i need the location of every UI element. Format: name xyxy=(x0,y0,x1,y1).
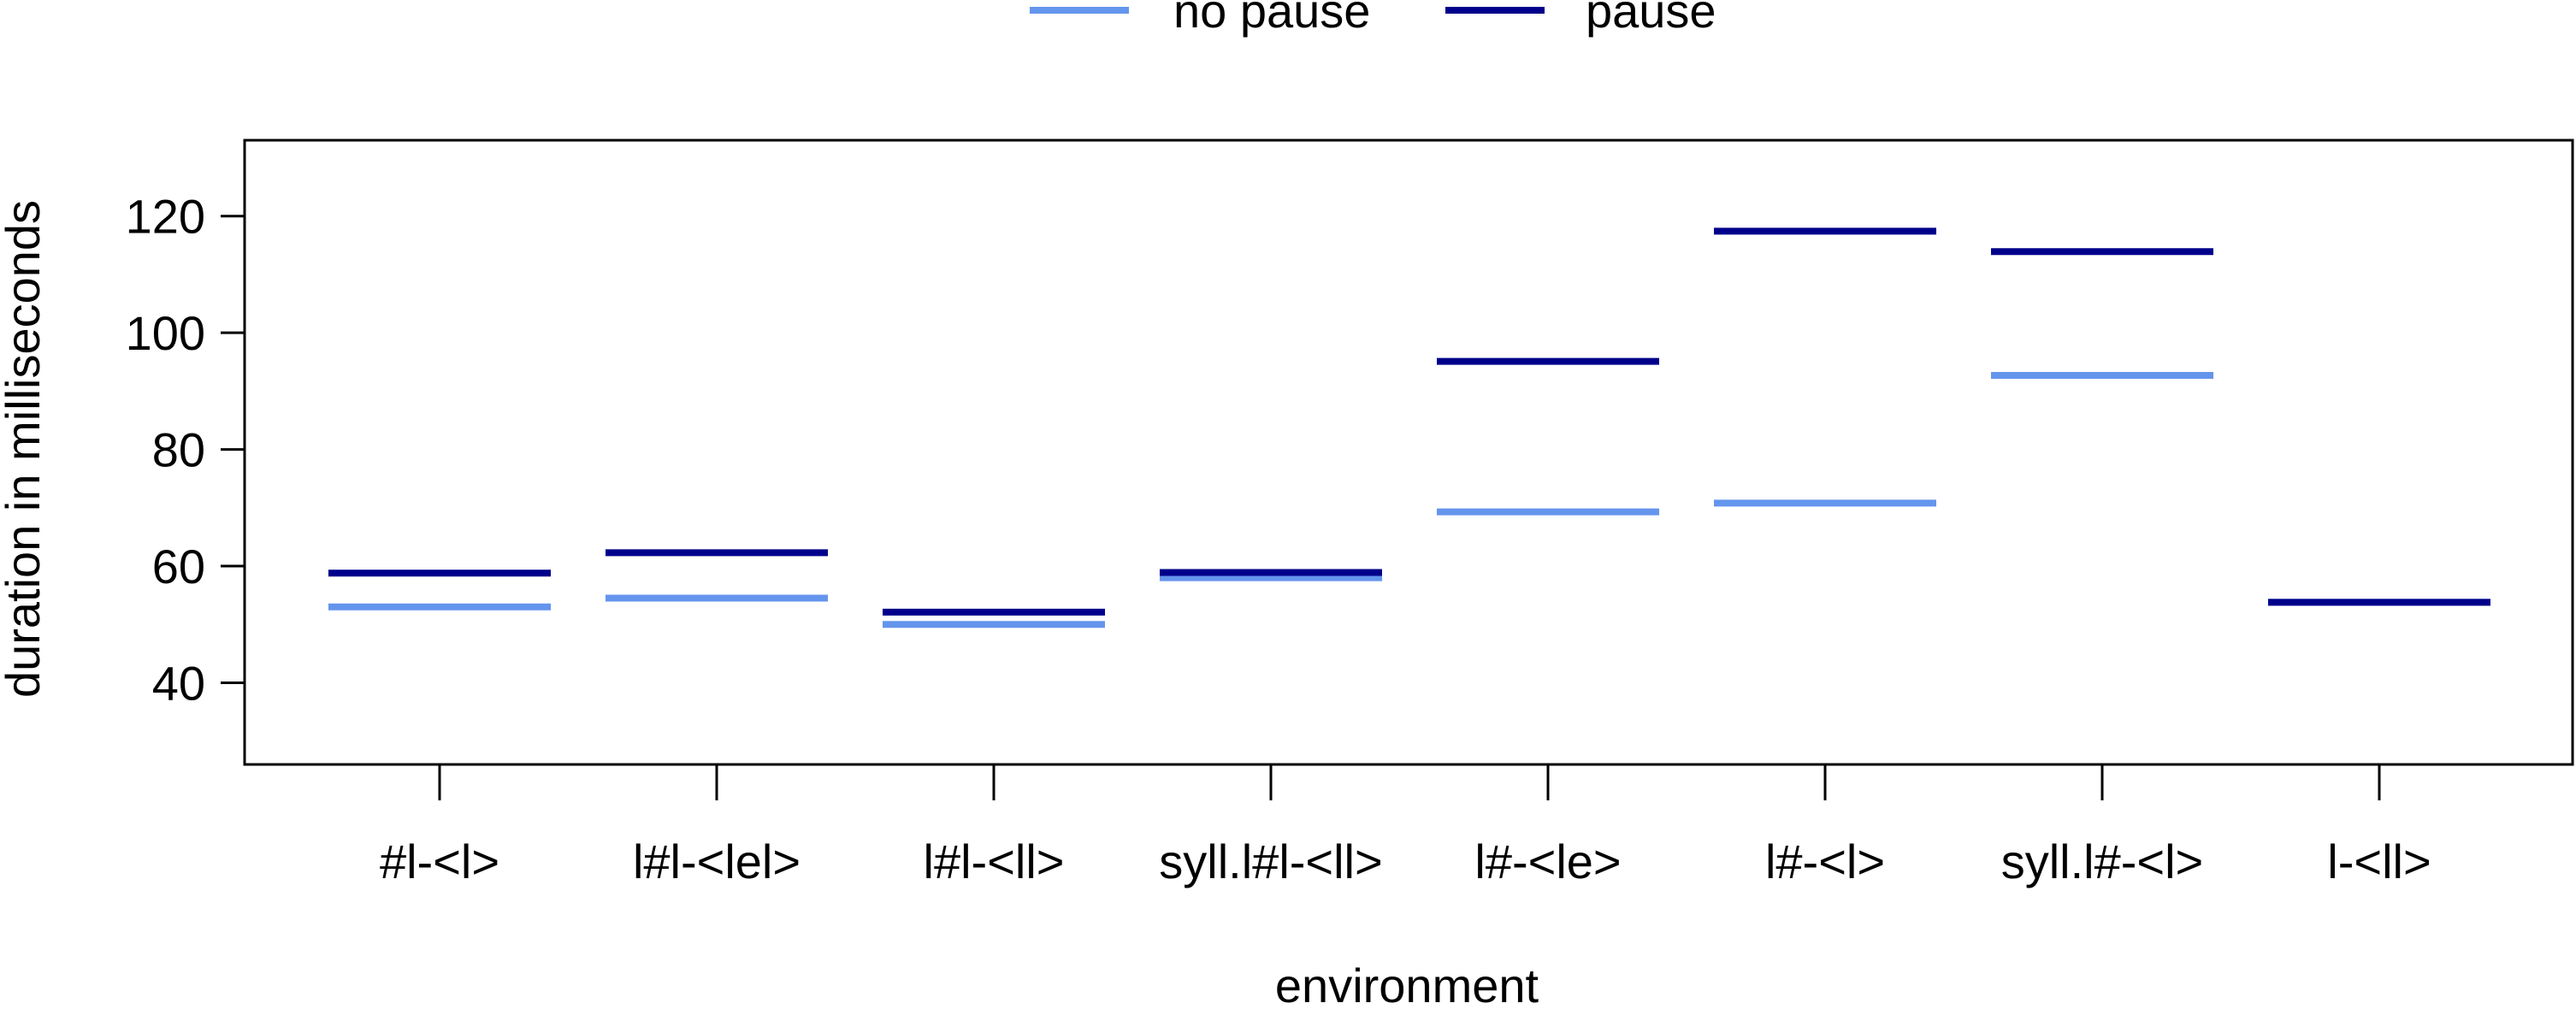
x-axis-title: environment xyxy=(1275,959,1539,1009)
x-tick-label: l#-<l> xyxy=(1765,835,1885,888)
y-tick-label: 40 xyxy=(152,656,205,710)
legend-label: pause xyxy=(1586,0,1716,38)
series-pause xyxy=(328,227,2490,616)
y-tick-label: 120 xyxy=(126,190,205,244)
series-layer xyxy=(328,227,2490,628)
x-tick-label: syll.l#l-<ll> xyxy=(1159,835,1382,888)
series-no-pause xyxy=(328,371,2490,628)
legend-label: no pause xyxy=(1173,0,1370,38)
plot-frame xyxy=(243,139,2574,766)
x-tick-label: l-<ll> xyxy=(2327,835,2431,888)
x-tick-label: #l-<l> xyxy=(380,835,499,888)
x-tick-label: l#-<le> xyxy=(1474,835,1621,888)
legend: no pause pause xyxy=(1030,0,1716,38)
y-axis-title: duration in milliseconds xyxy=(0,200,50,698)
y-tick-label: 60 xyxy=(152,540,205,593)
x-axis: #l-<l> l#l-<lel> l#l-<ll> syll.l#l-<ll> l#-<… xyxy=(380,764,2431,888)
y-tick-label: 80 xyxy=(152,423,205,477)
x-tick-label: l#l-<lel> xyxy=(633,835,801,888)
x-tick-label: l#l-<ll> xyxy=(924,835,1065,888)
y-axis: 40 60 80 100 120 xyxy=(126,190,245,710)
x-tick-label: syll.l#-<l> xyxy=(2001,835,2204,888)
y-tick-label: 100 xyxy=(126,306,205,360)
